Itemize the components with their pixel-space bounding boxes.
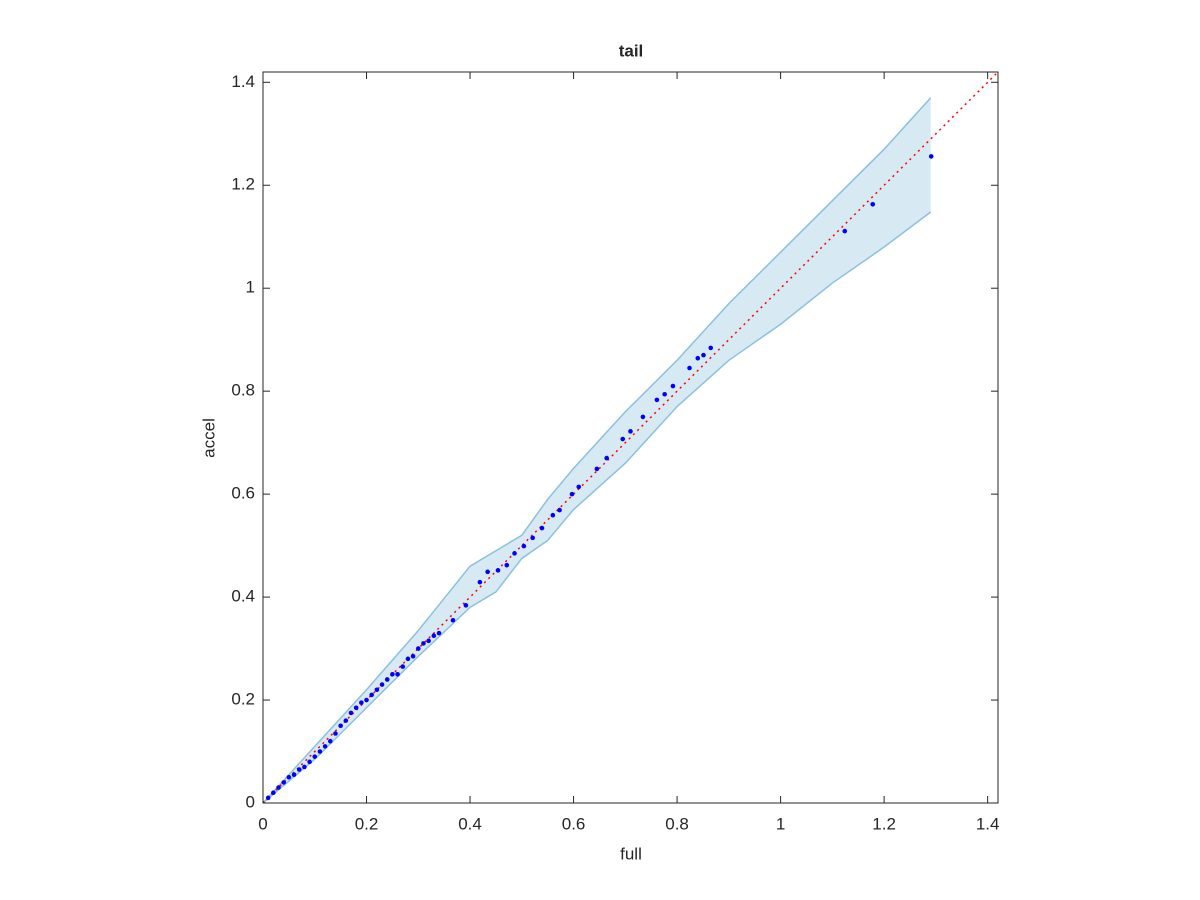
point xyxy=(450,617,456,623)
band-upper xyxy=(262,97,932,804)
point xyxy=(842,228,848,234)
point xyxy=(550,512,556,518)
point xyxy=(379,682,385,687)
point xyxy=(521,543,527,549)
point xyxy=(296,767,302,772)
point xyxy=(302,764,307,770)
point xyxy=(670,383,676,389)
point xyxy=(495,568,501,573)
point xyxy=(395,672,400,677)
y-tick-label: 0 xyxy=(246,792,255,811)
point xyxy=(415,646,421,651)
point xyxy=(307,759,312,765)
x-tick-label: 1.2 xyxy=(872,814,896,833)
y-axis-label: accel xyxy=(199,418,218,458)
band-area xyxy=(263,97,931,803)
point xyxy=(539,525,545,531)
y-tick-label: 1.2 xyxy=(231,175,255,194)
point xyxy=(640,414,646,420)
x-tick-label: 0 xyxy=(258,814,267,833)
y-tick-label: 0.8 xyxy=(231,381,255,400)
band-lower xyxy=(262,211,932,804)
x-tick-label: 0.8 xyxy=(665,814,689,833)
point xyxy=(620,436,626,442)
point xyxy=(338,723,343,729)
point xyxy=(384,677,390,682)
point xyxy=(701,352,706,358)
x-tick-label: 1.4 xyxy=(976,814,1000,833)
point xyxy=(477,579,483,585)
point xyxy=(312,754,318,759)
point xyxy=(870,202,876,207)
x-tick-label: 0.2 xyxy=(355,814,379,833)
y-tick-label: 1 xyxy=(246,278,255,297)
point xyxy=(390,672,395,677)
point xyxy=(327,738,333,744)
point xyxy=(322,744,328,749)
x-tick-label: 0.6 xyxy=(562,814,586,833)
point xyxy=(421,641,426,646)
y-tick-label: 0.2 xyxy=(231,690,255,709)
x-tick-label: 0.4 xyxy=(458,814,482,833)
point xyxy=(569,491,575,497)
point xyxy=(364,697,369,703)
point xyxy=(348,710,354,716)
point xyxy=(286,774,292,780)
point xyxy=(359,700,364,705)
y-tick-label: 1.4 xyxy=(231,72,255,91)
point xyxy=(400,664,406,669)
point xyxy=(557,507,562,513)
point xyxy=(317,749,323,754)
point xyxy=(276,785,281,790)
x-tick-label: 1 xyxy=(776,814,785,833)
point xyxy=(512,551,517,556)
y-tick-label: 0.6 xyxy=(231,484,255,503)
point xyxy=(662,391,667,397)
point xyxy=(628,429,633,434)
point xyxy=(687,365,692,371)
point xyxy=(504,562,510,568)
point xyxy=(436,630,442,636)
point xyxy=(654,397,660,403)
point xyxy=(343,718,349,723)
point xyxy=(291,772,297,777)
point xyxy=(410,653,416,659)
point xyxy=(374,687,380,693)
y-tick-label: 0.4 xyxy=(231,587,255,606)
point xyxy=(576,484,582,490)
point xyxy=(485,569,490,575)
point xyxy=(604,455,609,461)
point xyxy=(405,656,411,662)
point xyxy=(530,535,535,541)
point xyxy=(695,355,701,361)
point xyxy=(928,154,934,159)
point xyxy=(333,731,338,736)
point xyxy=(369,692,374,698)
point xyxy=(594,466,600,472)
chart-title: tail xyxy=(619,41,644,60)
point xyxy=(271,790,276,796)
point xyxy=(708,345,714,351)
point xyxy=(426,638,431,644)
point xyxy=(463,603,469,608)
axes-box xyxy=(262,71,999,804)
point xyxy=(353,705,359,711)
x-axis-label: full xyxy=(620,844,642,863)
point xyxy=(265,795,271,801)
point xyxy=(281,780,287,785)
point xyxy=(431,633,437,638)
